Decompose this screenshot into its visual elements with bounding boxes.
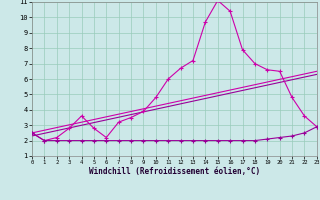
X-axis label: Windchill (Refroidissement éolien,°C): Windchill (Refroidissement éolien,°C) <box>89 167 260 176</box>
